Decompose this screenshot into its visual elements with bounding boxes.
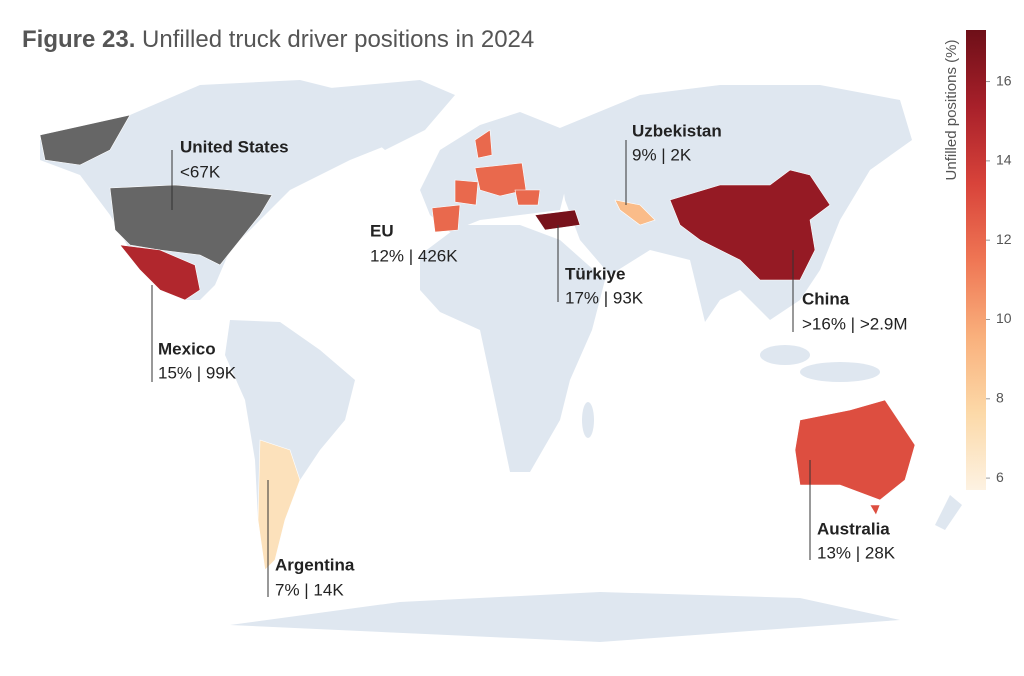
new-zealand bbox=[935, 495, 962, 530]
country bbox=[869, 504, 881, 516]
region-name: China bbox=[802, 289, 850, 308]
region-label: 12% | 426K bbox=[370, 246, 458, 265]
country bbox=[614, 199, 656, 226]
region-name: Mexico bbox=[158, 339, 216, 358]
region-label: >16% | >2.9M bbox=[802, 314, 908, 333]
region-name: EU bbox=[370, 221, 394, 240]
colorbar-tick-label: 12 bbox=[996, 231, 1012, 247]
colorbar-ticks: 6 8 10 12 14 16 bbox=[986, 72, 1012, 485]
colorbar-label: Unfilled positions (%) bbox=[943, 40, 960, 181]
south-america bbox=[225, 320, 355, 570]
country bbox=[514, 189, 541, 206]
country bbox=[794, 399, 916, 501]
region-name: Argentina bbox=[275, 555, 355, 574]
region-label: 7% | 14K bbox=[275, 580, 344, 599]
leaders bbox=[151, 140, 811, 597]
islands bbox=[800, 362, 880, 382]
region-name: Uzbekistan bbox=[632, 121, 722, 140]
madagascar bbox=[582, 402, 594, 438]
country bbox=[39, 114, 131, 166]
country bbox=[534, 209, 581, 231]
region-label: 17% | 93K bbox=[565, 288, 644, 307]
colorbar-tick-label: 10 bbox=[996, 310, 1012, 326]
colorbar-tick-label: 16 bbox=[996, 72, 1012, 88]
colorbar-tick-label: 8 bbox=[996, 389, 1004, 405]
country bbox=[431, 204, 461, 233]
region-label: 13% | 28K bbox=[817, 543, 896, 562]
labels: United States <67K EU 12% | 426K Türkiye… bbox=[158, 121, 908, 599]
region-name: Türkiye bbox=[565, 264, 625, 283]
region-label: 15% | 99K bbox=[158, 363, 237, 382]
greenland bbox=[330, 80, 455, 150]
colorbar-tick-label: 14 bbox=[996, 152, 1012, 168]
title-text: Unfilled truck driver positions in 2024 bbox=[142, 26, 535, 53]
region-label: <67K bbox=[180, 162, 221, 181]
antarctica bbox=[230, 592, 900, 642]
region-name: Australia bbox=[817, 519, 890, 538]
title-label: Figure 23. bbox=[22, 26, 136, 53]
africa bbox=[420, 225, 605, 472]
colorbar-tick-label: 6 bbox=[996, 469, 1004, 485]
country bbox=[119, 244, 201, 301]
title: Figure 23. Unfilled truck driver positio… bbox=[22, 26, 534, 54]
country bbox=[474, 162, 527, 197]
country bbox=[454, 179, 479, 206]
colorbar bbox=[966, 30, 986, 490]
regions bbox=[39, 114, 916, 571]
region-name: United States bbox=[180, 137, 289, 156]
islands bbox=[760, 345, 810, 365]
country bbox=[669, 169, 831, 281]
region-label: 9% | 2K bbox=[632, 145, 692, 164]
country bbox=[474, 129, 493, 159]
country bbox=[109, 184, 273, 266]
